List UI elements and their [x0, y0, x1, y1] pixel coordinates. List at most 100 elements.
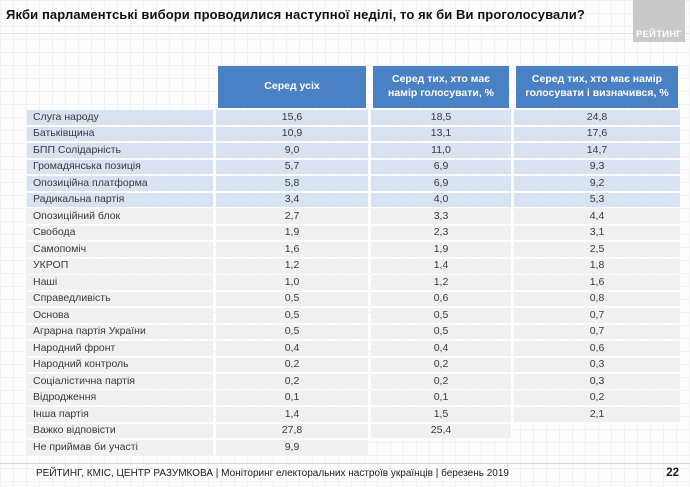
- value-cell-intend: 11,0: [371, 143, 511, 158]
- party-name-cell: Наші: [27, 275, 213, 290]
- party-name-cell: Радикальна партія: [27, 192, 213, 207]
- value-cell-decided: 0,3: [514, 357, 680, 372]
- title-divider: [0, 33, 690, 34]
- value-cell-intend: 0,6: [371, 291, 511, 306]
- value-cell-decided: 2,5: [514, 242, 680, 257]
- table-row: Аграрна партія України 0,5 0,5 0,7: [27, 324, 680, 339]
- value-cell-decided: 0,3: [514, 374, 680, 389]
- value-cell-decided: 0,7: [514, 308, 680, 323]
- page-title: Якби парламентські вибори проводилися на…: [6, 7, 585, 22]
- party-name-cell: Соціалістична партія: [27, 374, 213, 389]
- table-row: УКРОП 1,2 1,4 1,8: [27, 258, 680, 273]
- value-cell-intend: 0,2: [371, 357, 511, 372]
- party-column-header-empty: [27, 66, 213, 108]
- value-cell-all: 15,6: [216, 110, 368, 125]
- value-cell-intend: 13,1: [371, 126, 511, 141]
- value-cell-all: 0,4: [216, 341, 368, 356]
- value-cell-intend: 4,0: [371, 192, 511, 207]
- table-row: Батьківщина 10,9 13,1 17,6: [27, 126, 680, 141]
- party-name-cell: Народний контроль: [27, 357, 213, 372]
- table-row: Справедливість 0,5 0,6 0,8: [27, 291, 680, 306]
- value-cell-all: 1,2: [216, 258, 368, 273]
- value-cell-all: 1,0: [216, 275, 368, 290]
- value-cell-decided: 4,4: [514, 209, 680, 224]
- value-cell-intend: 0,5: [371, 324, 511, 339]
- value-cell-intend: 3,3: [371, 209, 511, 224]
- value-cell-all: 9,9: [216, 440, 368, 455]
- value-cell-intend: 0,1: [371, 390, 511, 405]
- value-cell-decided: 24,8: [514, 110, 680, 125]
- value-cell-all: 3,4: [216, 192, 368, 207]
- value-cell-decided: 3,1: [514, 225, 680, 240]
- value-cell-intend: 1,4: [371, 258, 511, 273]
- value-cell-intend: 1,9: [371, 242, 511, 257]
- value-cell-all: 5,7: [216, 159, 368, 174]
- value-cell-all: 0,5: [216, 324, 368, 339]
- table-row: Опозиційний блок 2,7 3,3 4,4: [27, 209, 680, 224]
- value-cell-all: 0,2: [216, 374, 368, 389]
- poll-table-body: Слуга народу 15,6 18,5 24,8 Батьківщина 10,9 1…: [27, 110, 680, 455]
- table-row: Основа 0,5 0,5 0,7: [27, 308, 680, 323]
- value-cell-all: 10,9: [216, 126, 368, 141]
- value-cell-decided: 0,6: [514, 341, 680, 356]
- value-cell-decided: 5,3: [514, 192, 680, 207]
- table-row: Слуга народу 15,6 18,5 24,8: [27, 110, 680, 125]
- table-row: Соціалістична партія 0,2 0,2 0,3: [27, 374, 680, 389]
- rating-logo: РЕЙТИНГ: [633, 0, 685, 42]
- party-name-cell: Основа: [27, 308, 213, 323]
- party-name-cell: Важко відповісти: [27, 423, 213, 438]
- value-cell-intend: 0,2: [371, 374, 511, 389]
- value-cell-intend: [371, 440, 511, 455]
- value-cell-decided: 0,8: [514, 291, 680, 306]
- table-row: Народний контроль 0,2 0,2 0,3: [27, 357, 680, 372]
- value-cell-all: 1,6: [216, 242, 368, 257]
- table-row: Відродження 0,1 0,1 0,2: [27, 390, 680, 405]
- header-row: Серед усіх Серед тих, хто має намір голо…: [27, 66, 680, 108]
- poll-table-header: Серед усіх Серед тих, хто має намір голо…: [27, 66, 680, 108]
- table-row: Свобода 1,9 2,3 3,1: [27, 225, 680, 240]
- table-row: Не приймав би участі 9,9: [27, 440, 680, 455]
- value-cell-intend: 25,4: [371, 423, 511, 438]
- value-cell-all: 0,2: [216, 357, 368, 372]
- party-name-cell: Справедливість: [27, 291, 213, 306]
- footer-source-text: РЕЙТИНГ, КМІС, ЦЕНТР РАЗУМКОВА | Монітор…: [36, 468, 509, 479]
- value-cell-intend: 1,5: [371, 407, 511, 422]
- value-cell-all: 9,0: [216, 143, 368, 158]
- value-cell-decided: 2,1: [514, 407, 680, 422]
- party-name-cell: Аграрна партія України: [27, 324, 213, 339]
- footer-divider: [0, 463, 690, 464]
- table-row: Інша партія 1,4 1,5 2,1: [27, 407, 680, 422]
- table-row: Важко відповісти 27,8 25,4: [27, 423, 680, 438]
- page-number: 22: [666, 467, 679, 479]
- table-row: БПП Солідарність 9,0 11,0 14,7: [27, 143, 680, 158]
- value-cell-all: 5,8: [216, 176, 368, 191]
- party-name-cell: Громадянська позиція: [27, 159, 213, 174]
- value-cell-intend: 1,2: [371, 275, 511, 290]
- value-cell-decided: 0,2: [514, 390, 680, 405]
- value-cell-all: 2,7: [216, 209, 368, 224]
- value-cell-intend: 18,5: [371, 110, 511, 125]
- party-name-cell: Свобода: [27, 225, 213, 240]
- table-row: Народний фронт 0,4 0,4 0,6: [27, 341, 680, 356]
- value-cell-decided: 9,3: [514, 159, 680, 174]
- value-cell-intend: 0,4: [371, 341, 511, 356]
- rating-logo-text: РЕЙТИНГ: [636, 29, 682, 40]
- party-name-cell: Слуга народу: [27, 110, 213, 125]
- party-name-cell: БПП Солідарність: [27, 143, 213, 158]
- value-cell-all: 0,5: [216, 291, 368, 306]
- column-header-decided: Серед тих, хто має намір голосувати і ви…: [514, 66, 680, 108]
- value-cell-decided: 1,8: [514, 258, 680, 273]
- value-cell-intend: 6,9: [371, 176, 511, 191]
- party-name-cell: Опозиційна платформа: [27, 176, 213, 191]
- table-row: Наші 1,0 1,2 1,6: [27, 275, 680, 290]
- column-header-intend: Серед тих, хто має намір голосувати, %: [371, 66, 511, 108]
- party-name-cell: Відродження: [27, 390, 213, 405]
- table-row: Радикальна партія 3,4 4,0 5,3: [27, 192, 680, 207]
- value-cell-decided: 0,7: [514, 324, 680, 339]
- value-cell-intend: 6,9: [371, 159, 511, 174]
- value-cell-decided: 9,2: [514, 176, 680, 191]
- value-cell-all: 0,1: [216, 390, 368, 405]
- value-cell-intend: 2,3: [371, 225, 511, 240]
- value-cell-all: 0,5: [216, 308, 368, 323]
